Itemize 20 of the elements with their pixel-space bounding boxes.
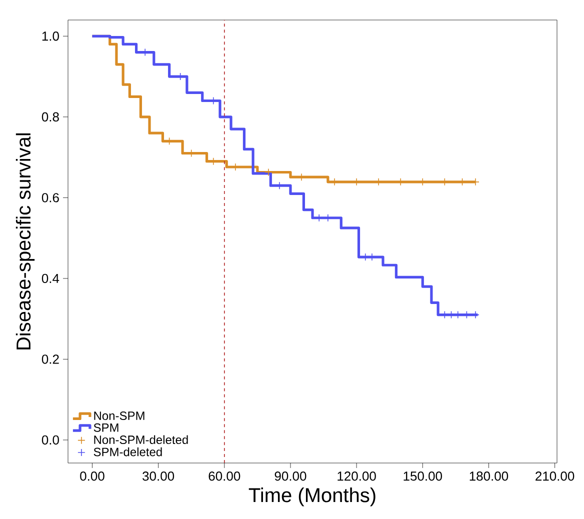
- y-tick-label: 0.6: [42, 193, 59, 202]
- y-tick-label: 0.4: [42, 274, 60, 284]
- x-tick-label: 60.00: [208, 472, 240, 481]
- x-tick-label: 210.00: [536, 472, 574, 481]
- legend-label: SPM: [94, 423, 118, 432]
- x-tick-label: 30.00: [142, 472, 174, 481]
- x-tick-label: 150.00: [404, 472, 442, 481]
- x-axis-title: Time (Months): [248, 488, 376, 506]
- y-tick-label: 1.0: [42, 32, 59, 41]
- legend-label: SPM-deleted: [94, 447, 162, 456]
- x-tick-label: 180.00: [470, 472, 508, 481]
- y-tick-label: 0.8: [42, 112, 59, 122]
- y-axis-title: Disease-specific survival: [16, 133, 35, 350]
- x-tick-label: 0.00: [80, 472, 104, 481]
- x-tick-label: 120.00: [338, 472, 376, 481]
- legend-label: Non-SPM-deleted: [94, 435, 188, 444]
- legend-label: Non-SPM: [94, 412, 144, 420]
- y-tick-label: 0.0: [42, 435, 59, 445]
- x-tick-label: 90.00: [274, 472, 306, 481]
- y-tick-label: 0.2: [42, 354, 59, 364]
